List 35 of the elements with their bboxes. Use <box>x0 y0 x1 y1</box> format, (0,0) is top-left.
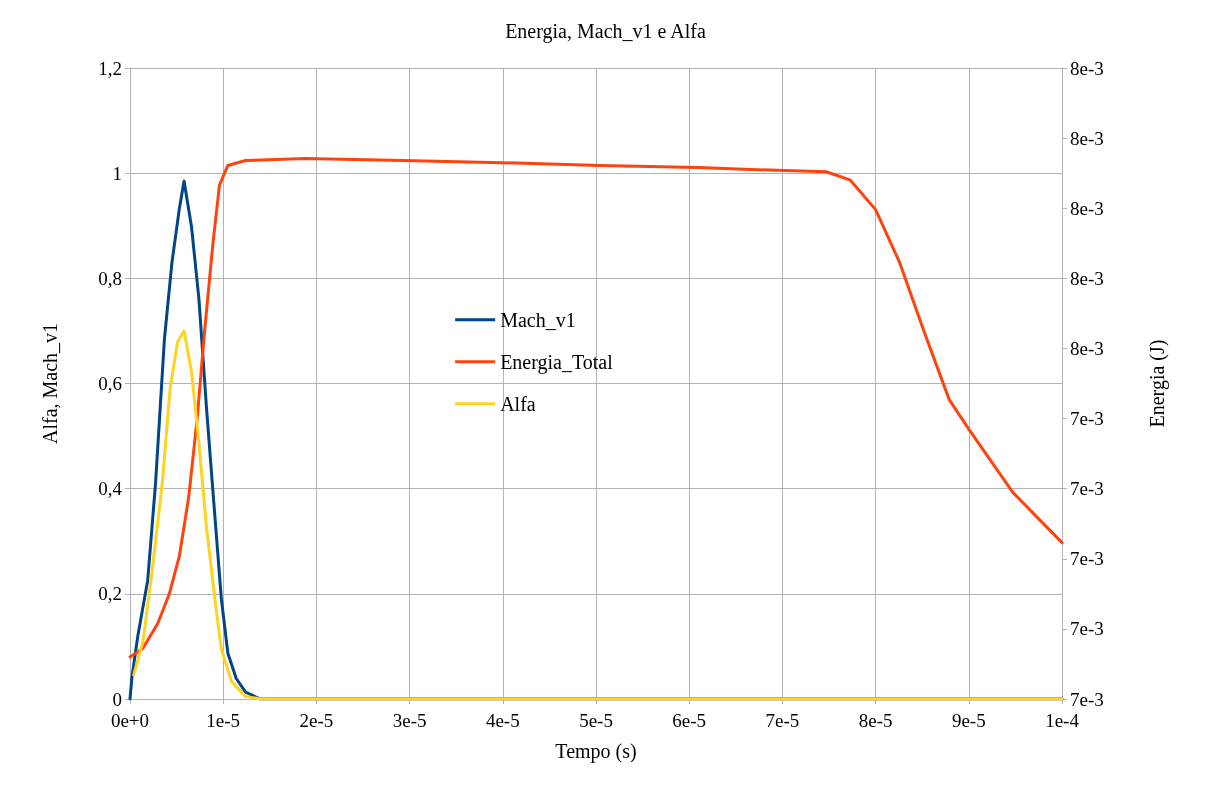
x-tick-label: 9e-5 <box>951 710 986 731</box>
y2-tick-label: 7e-3 <box>1070 408 1104 430</box>
x-tick-label: 1e-5 <box>206 710 241 731</box>
y-tick-label: 1,2 <box>98 57 122 79</box>
y2-tick-label: 8e-3 <box>1070 337 1104 359</box>
y2-tick-label: 8e-3 <box>1070 57 1104 79</box>
y2-tick-label: 8e-3 <box>1070 267 1104 289</box>
y2-tick-label: 8e-3 <box>1070 127 1104 149</box>
x-tick-label: 1e-4 <box>1045 710 1080 731</box>
x-tick-label: 5e-5 <box>579 710 613 731</box>
y-tick-label: 0,2 <box>98 583 122 605</box>
y2-tick-label: 8e-3 <box>1070 197 1104 219</box>
y-axis-title: Alfa, Mach_v1 <box>39 322 61 445</box>
x-tick-label: 2e-5 <box>299 710 334 731</box>
y-tick-label: 1 <box>112 162 122 184</box>
y2-tick-label: 7e-3 <box>1070 478 1104 500</box>
y2-tick-label: 7e-3 <box>1070 548 1104 570</box>
x-axis-title: Tempo (s) <box>555 740 637 763</box>
y-tick-label: 0,8 <box>98 267 122 289</box>
y-tick-label: 0,4 <box>98 478 123 500</box>
x-tick-label: 0e+0 <box>110 710 150 731</box>
x-tick-label: 8e-5 <box>858 710 893 731</box>
x-tick-label: 4e-5 <box>485 710 520 731</box>
x-tick-label: 7e-5 <box>765 710 800 731</box>
y2-tick-label: 7e-3 <box>1070 688 1104 710</box>
y2-tick-label: 7e-3 <box>1070 618 1104 640</box>
y-tick-label: 0 <box>112 688 122 710</box>
y-tick-label: 0,6 <box>98 373 122 394</box>
x-tick-label: 3e-5 <box>392 710 427 731</box>
legend-label: Mach_v1 <box>500 308 576 331</box>
legend-label: Alfa <box>500 392 536 415</box>
chart-title: Energia, Mach_v1 e Alfa <box>505 20 706 43</box>
x-tick-label: 6e-5 <box>672 710 707 731</box>
legend-label: Energia_Total <box>500 350 614 374</box>
y2-axis-title: Energia (J) <box>1146 339 1169 428</box>
